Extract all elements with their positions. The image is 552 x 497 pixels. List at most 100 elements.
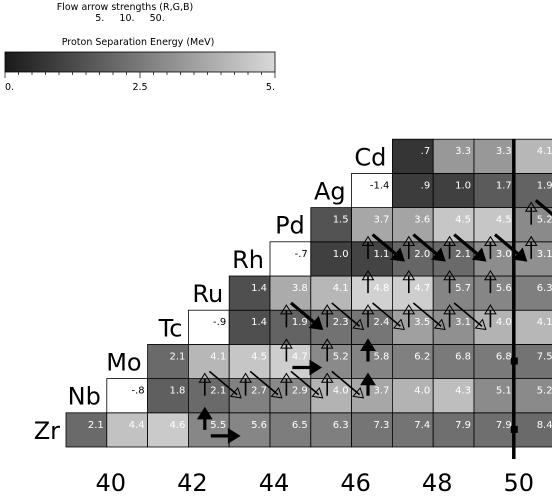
cell-Ru-N47: [391, 275, 434, 311]
flow-arrow: [279, 304, 293, 328]
colorbar-tick-mid: 2.5: [132, 82, 147, 93]
cell-label: .7: [421, 146, 431, 157]
cell-Tc-N42: [187, 309, 230, 345]
cell-label: .9: [421, 180, 431, 191]
cell-label: 1.4: [251, 317, 267, 328]
cell-Ru-N46: [351, 275, 393, 311]
cell-label: 4.6: [169, 420, 185, 431]
flow-arrow-values: 5. 10. 50.: [95, 13, 164, 24]
cell-label: 2.7: [251, 386, 267, 397]
cell-label: 1.0: [455, 180, 471, 191]
element-label-mo: Mo: [106, 349, 141, 377]
cell-label: 2.1: [210, 386, 226, 397]
cell-Zr-N47: [391, 412, 434, 448]
cell-Cd-N50: [514, 138, 552, 174]
cell-label: 4.8: [373, 283, 389, 294]
cell-Cd-N48: [432, 138, 475, 174]
cell-label: 4.5: [496, 215, 512, 226]
cell-label: 8.4: [537, 420, 552, 431]
cell-label: 5.2: [333, 351, 349, 362]
cell-Mo-N42: [187, 343, 230, 379]
flow-arrow: [453, 233, 487, 262]
cell-label: 6.5: [292, 420, 308, 431]
cell-Nb-N46: [351, 378, 393, 414]
element-label-ag: Ag: [314, 178, 346, 206]
cell-label: 2.1: [455, 249, 471, 260]
cell-label: 3.1: [455, 317, 471, 328]
cell-label: 6.8: [455, 351, 471, 362]
cell-label: 7.9: [455, 420, 471, 431]
flow-arrow: [483, 235, 497, 259]
flow-arrow: [361, 235, 375, 259]
x-tick-label: 44: [259, 469, 290, 497]
cell-label: 6.3: [537, 283, 552, 294]
cell-label: 2.1: [88, 420, 104, 431]
cell-Nb-N43: [228, 378, 271, 414]
cell-label: 4.3: [455, 386, 471, 397]
cell-label: 4.5: [455, 215, 471, 226]
flow-arrow: [371, 233, 405, 262]
flow-arrow: [402, 269, 416, 294]
flow-arrow: [198, 372, 212, 396]
flow-arrow: [320, 338, 334, 362]
flow-arrow: [524, 201, 538, 225]
cell-label: 4.1: [537, 317, 552, 328]
cell-Ru-N50: [514, 275, 552, 311]
cell-label: 5.2: [537, 386, 552, 397]
cell-Pd-N45: [310, 207, 352, 243]
flow-arrow: [483, 304, 497, 328]
x-tick-label: 50: [504, 469, 535, 497]
element-label-rh: Rh: [232, 246, 264, 274]
cell-label: 7.5: [537, 351, 552, 362]
x-tick-label: 42: [177, 469, 208, 497]
cell-Pd-N50: [514, 207, 552, 243]
cell-label: 1.7: [496, 180, 512, 191]
cell-Nb-N49: [473, 378, 516, 414]
cell-label: 2.9: [292, 386, 308, 397]
cell-Nb-N40: [106, 378, 149, 414]
flow-arrow-title: Flow arrow strengths (R,G,B): [57, 2, 193, 13]
element-label-pd: Pd: [275, 212, 305, 240]
heatmap-cells: [65, 138, 552, 448]
cell-label: 5.6: [496, 283, 512, 294]
cell-Zr-N46: [351, 412, 393, 448]
cell-label: 3.3: [455, 146, 471, 157]
cell-label: 4.7: [292, 351, 308, 362]
cell-label: -1.4: [370, 180, 390, 191]
element-label-nb: Nb: [68, 383, 101, 411]
colorbar: [4, 51, 276, 73]
element-label-ru: Ru: [192, 280, 223, 308]
element-label-tc: Tc: [158, 314, 183, 342]
flow-arrow: [493, 233, 528, 262]
cell-label: 4.4: [129, 420, 145, 431]
cell-Nb-N42: [187, 378, 230, 414]
cell-label: 4.1: [333, 283, 349, 294]
cell-label: 3.7: [373, 215, 389, 226]
cell-label: 3.3: [496, 146, 512, 157]
cell-label: -.7: [295, 249, 308, 260]
cell-label: -.9: [213, 317, 226, 328]
colorbar-tick-min: 0.: [5, 82, 14, 93]
cell-Ag-N46: [351, 172, 393, 208]
cell-Zr-N44: [269, 412, 312, 448]
element-label-zr: Zr: [34, 417, 60, 445]
cell-Cd-N49: [473, 138, 516, 174]
flow-arrow: [196, 406, 213, 430]
colorbar-label: Proton Separation Energy (MeV): [62, 37, 215, 48]
cell-Zr-N50: [514, 412, 552, 448]
flow-arrow: [402, 304, 416, 328]
cell-label: 4.1: [537, 146, 552, 157]
flow-arrow: [402, 235, 416, 259]
cell-Nb-N41: [147, 378, 189, 414]
cell-Ru-N49: [473, 275, 516, 311]
cell-Mo-N48: [432, 343, 475, 379]
cell-label: 4.0: [333, 386, 349, 397]
cell-label: 7.9: [496, 420, 512, 431]
flow-arrow: [239, 372, 253, 396]
cell-Mo-N46: [351, 343, 393, 379]
cell-Nb-N47: [391, 378, 434, 414]
cell-label: 3.6: [414, 215, 430, 226]
cell-Cd-N47: [391, 138, 434, 174]
